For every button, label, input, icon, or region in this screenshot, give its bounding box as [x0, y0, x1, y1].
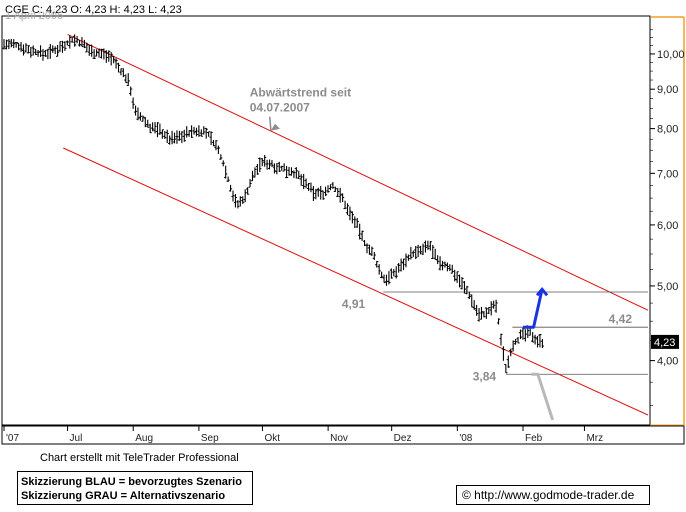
x-tick-label: '08 [459, 433, 472, 444]
x-axis-strip [1, 425, 685, 445]
x-tick-label: Jul [70, 433, 83, 444]
channel-lower-line [63, 147, 649, 416]
x-tick-label: Okt [264, 433, 280, 444]
last-price-tag: 4,23 [651, 334, 679, 349]
scenario-arrow-blau [523, 288, 544, 329]
plot-frame [1, 15, 651, 426]
level-label: 4,91 [342, 297, 366, 311]
scenario-legend: Skizzierung BLAU = bevorzugtes Szenario … [17, 471, 253, 505]
x-tick-label: Nov [330, 433, 348, 444]
y-tick-label: 6,00 [657, 220, 678, 232]
scenario-arrow-grau [531, 372, 555, 421]
last-price-box [651, 334, 679, 349]
y-tick-label: 9,00 [657, 84, 678, 96]
x-tick-label: Feb [525, 433, 543, 444]
price-chart: CGE C: 4,23 O: 4,23 H: 4,23 L: 4,23 1 Ap… [1, 4, 685, 445]
x-tick-label: '07 [6, 433, 19, 444]
x-tick-label: Dez [394, 433, 412, 444]
channel-upper-line [67, 33, 649, 311]
x-tick-label: Mrz [586, 433, 603, 444]
y-tick-label: 8,00 [657, 124, 678, 136]
y-tick-label: 10,00 [657, 49, 685, 61]
annotation-line2: 04.07.2007 [250, 101, 310, 115]
x-axis: '07 Jul Aug Sep Okt Nov Dez '08 Feb Mrz [3, 425, 603, 444]
clipped-date-label: 1 April 2006 [5, 10, 63, 22]
level-label: 3,84 [473, 369, 497, 383]
y-tick-label: 7,00 [657, 168, 678, 180]
annotation-arrow-head [270, 123, 280, 131]
last-price-label: 4,23 [654, 337, 675, 349]
y-axis: 10,00 9,00 8,00 7,00 6,00 5,00 4,00 [650, 29, 685, 406]
annotation-arrow [268, 116, 272, 131]
price-bars [2, 34, 544, 374]
scenario-arrows [523, 286, 555, 421]
x-tick-label: Sep [201, 433, 219, 444]
chart-credit: Chart erstellt mit TeleTrader Profession… [40, 452, 239, 464]
annotation-line1: Abwärtstrend seit [250, 86, 351, 100]
x-tick-label: Aug [135, 433, 153, 444]
legend-blue-line: Skizzierung BLAU = bevorzugtes Szenario [21, 476, 242, 488]
y-tick-label: 5,00 [657, 281, 678, 293]
scenario-arrow-head [535, 286, 549, 297]
legend-grey-line: Skizzierung GRAU = Alternativszenario [21, 490, 226, 502]
ohlc-readout: CGE C: 4,23 O: 4,23 H: 4,23 L: 4,23 [5, 4, 182, 16]
level-label: 4,42 [609, 312, 633, 326]
source-url[interactable]: © http://www.godmode-trader.de [456, 485, 650, 505]
trend-channel [63, 33, 649, 416]
y-tick-label: 4,00 [657, 356, 678, 368]
